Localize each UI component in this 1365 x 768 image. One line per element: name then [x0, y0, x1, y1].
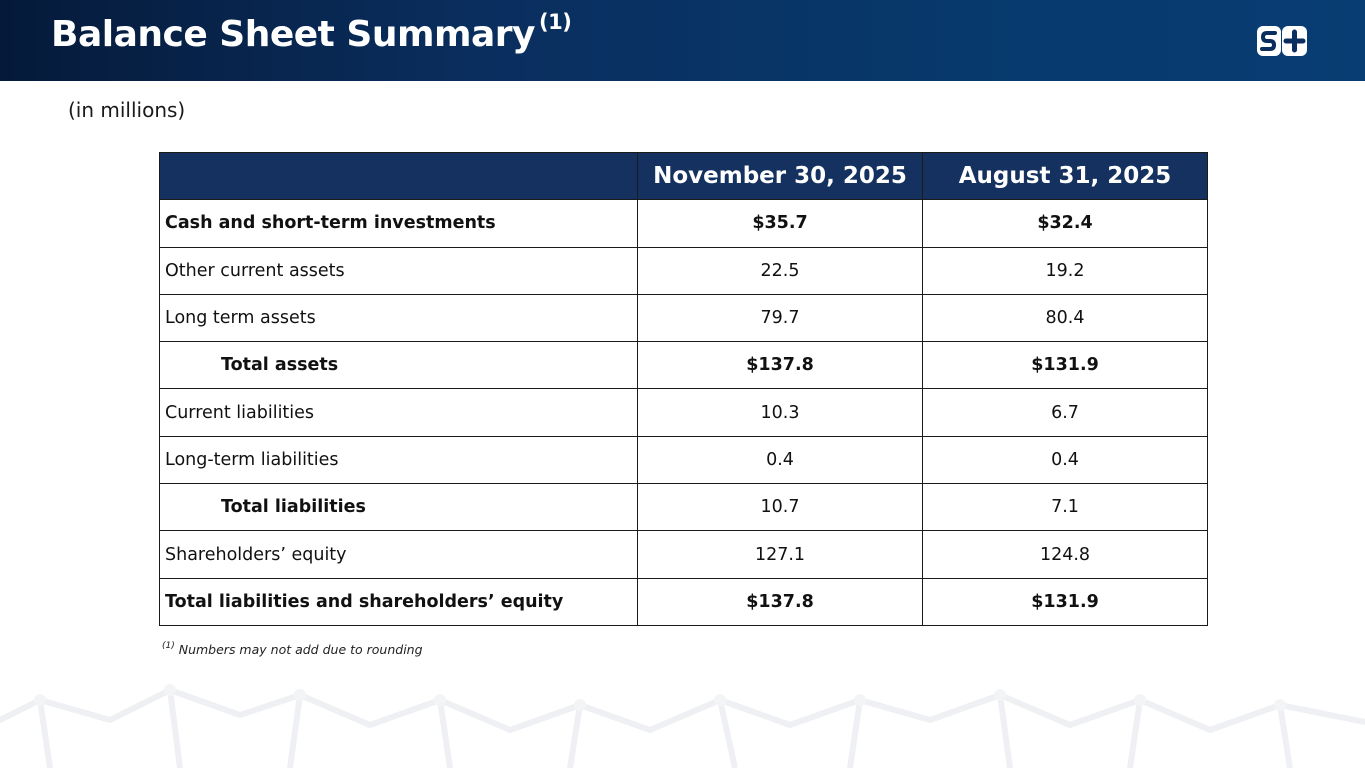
cell-nov: 79.7	[637, 293, 923, 343]
row-label: Cash and short-term investments	[159, 199, 638, 248]
cell-aug: $131.9	[922, 577, 1208, 626]
column-header-label	[159, 151, 638, 201]
table-row: Cash and short-term investments $35.7 $3…	[159, 199, 1208, 248]
page-title: Balance Sheet Summary (1)	[51, 10, 572, 55]
units-note: (in millions)	[68, 98, 186, 122]
row-label: Long term assets	[159, 293, 638, 343]
cell-nov: $137.8	[637, 341, 923, 390]
table-row-total: Total liabilities 10.7 7.1	[159, 483, 1208, 532]
row-label: Total liabilities and shareholders’ equi…	[159, 577, 638, 626]
row-label: Total assets	[159, 341, 638, 390]
cell-aug: $32.4	[922, 199, 1208, 248]
table-row: Long term assets 79.7 80.4	[159, 293, 1208, 343]
table-row-total: Total assets $137.8 $131.9	[159, 341, 1208, 390]
row-label: Total liabilities	[159, 483, 638, 532]
cell-aug: 0.4	[922, 435, 1208, 485]
balance-sheet-table: November 30, 2025 August 31, 2025 Cash a…	[159, 151, 1208, 626]
hexagon-background-pattern	[0, 684, 1365, 768]
logo-text: S+	[1256, 24, 1258, 25]
footnote-marker: (1)	[162, 641, 175, 651]
cell-nov: 127.1	[637, 530, 923, 579]
table-row-grand-total: Total liabilities and shareholders’ equi…	[159, 577, 1208, 626]
row-label: Current liabilities	[159, 388, 638, 437]
cell-nov: 10.3	[637, 388, 923, 437]
column-header-nov-2025: November 30, 2025	[637, 151, 923, 201]
table-row: Long-term liabilities 0.4 0.4	[159, 435, 1208, 485]
cell-aug: $131.9	[922, 341, 1208, 390]
title-footnote-marker: (1)	[539, 10, 572, 34]
cell-nov: 0.4	[637, 435, 923, 485]
cell-nov: 10.7	[637, 483, 923, 532]
cell-aug: 124.8	[922, 530, 1208, 579]
table-row: Current liabilities 10.3 6.7	[159, 388, 1208, 437]
cell-nov: $137.8	[637, 577, 923, 626]
cell-aug: 19.2	[922, 246, 1208, 295]
table-header-row: November 30, 2025 August 31, 2025	[159, 151, 1208, 201]
cell-aug: 80.4	[922, 293, 1208, 343]
page-title-text: Balance Sheet Summary	[51, 14, 536, 55]
row-label: Shareholders’ equity	[159, 530, 638, 579]
header-banner: Balance Sheet Summary (1) S+	[0, 0, 1365, 81]
cell-nov: 22.5	[637, 246, 923, 295]
cell-nov: $35.7	[637, 199, 923, 248]
table-row: Other current assets 22.5 19.2	[159, 246, 1208, 295]
footnote-text: Numbers may not add due to rounding	[178, 642, 423, 657]
row-label: Long-term liabilities	[159, 435, 638, 485]
table-row: Shareholders’ equity 127.1 124.8	[159, 530, 1208, 579]
footnote: (1) Numbers may not add due to rounding	[162, 641, 423, 657]
cell-aug: 6.7	[922, 388, 1208, 437]
cell-aug: 7.1	[922, 483, 1208, 532]
column-header-aug-2025: August 31, 2025	[922, 151, 1208, 201]
company-logo: S+	[1256, 24, 1307, 56]
row-label: Other current assets	[159, 246, 638, 295]
